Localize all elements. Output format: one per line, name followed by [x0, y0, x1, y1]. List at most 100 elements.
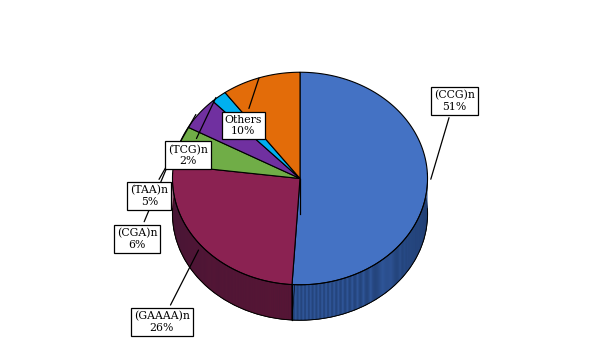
Polygon shape	[314, 284, 315, 320]
Polygon shape	[278, 283, 279, 319]
Polygon shape	[363, 270, 364, 306]
Polygon shape	[260, 280, 261, 315]
Polygon shape	[323, 283, 325, 318]
Polygon shape	[283, 284, 284, 319]
Polygon shape	[279, 283, 280, 319]
Polygon shape	[319, 283, 320, 319]
Polygon shape	[267, 281, 268, 317]
Polygon shape	[242, 273, 243, 309]
Polygon shape	[236, 271, 237, 306]
Polygon shape	[288, 284, 289, 320]
Text: (GAAAA)n
26%: (GAAAA)n 26%	[134, 250, 199, 333]
Polygon shape	[259, 279, 260, 315]
Polygon shape	[239, 272, 240, 308]
Polygon shape	[248, 276, 249, 311]
Polygon shape	[298, 285, 299, 320]
Polygon shape	[256, 278, 257, 314]
Polygon shape	[304, 285, 305, 320]
Polygon shape	[308, 285, 310, 320]
Polygon shape	[343, 278, 344, 314]
Polygon shape	[251, 277, 252, 312]
Polygon shape	[382, 259, 383, 295]
Polygon shape	[407, 235, 408, 272]
Polygon shape	[350, 276, 352, 311]
Polygon shape	[252, 277, 253, 313]
Polygon shape	[388, 255, 389, 291]
Polygon shape	[317, 284, 318, 319]
Polygon shape	[392, 251, 393, 287]
Polygon shape	[337, 280, 338, 316]
Polygon shape	[377, 263, 378, 299]
Polygon shape	[385, 257, 386, 293]
Polygon shape	[271, 282, 272, 318]
Polygon shape	[246, 275, 247, 310]
Text: (TCG)n
2%: (TCG)n 2%	[169, 97, 216, 166]
Polygon shape	[368, 268, 369, 304]
Polygon shape	[247, 275, 248, 311]
Polygon shape	[393, 251, 394, 287]
Polygon shape	[364, 270, 365, 306]
Polygon shape	[264, 281, 265, 316]
Polygon shape	[305, 285, 307, 320]
Polygon shape	[355, 274, 356, 310]
Polygon shape	[240, 272, 241, 308]
Polygon shape	[361, 271, 362, 307]
Polygon shape	[399, 245, 400, 281]
Polygon shape	[339, 279, 340, 315]
Polygon shape	[268, 281, 269, 317]
Polygon shape	[335, 280, 337, 316]
Polygon shape	[386, 256, 387, 292]
Polygon shape	[400, 243, 401, 280]
Polygon shape	[282, 284, 283, 319]
Polygon shape	[292, 285, 293, 320]
Polygon shape	[253, 277, 254, 313]
Polygon shape	[412, 228, 413, 265]
Polygon shape	[357, 273, 358, 309]
Text: (CCG)n
51%: (CCG)n 51%	[431, 90, 475, 179]
Polygon shape	[378, 262, 379, 298]
Polygon shape	[269, 282, 270, 317]
Polygon shape	[292, 178, 300, 320]
Polygon shape	[315, 284, 317, 320]
Polygon shape	[257, 278, 258, 314]
Polygon shape	[270, 282, 271, 317]
Polygon shape	[265, 281, 266, 316]
Polygon shape	[237, 271, 238, 307]
Polygon shape	[258, 279, 259, 315]
Polygon shape	[383, 258, 384, 295]
Polygon shape	[276, 283, 277, 318]
Polygon shape	[391, 252, 392, 288]
Polygon shape	[384, 258, 385, 294]
Polygon shape	[348, 276, 349, 312]
Polygon shape	[379, 261, 380, 297]
Polygon shape	[404, 239, 405, 275]
Polygon shape	[380, 261, 381, 297]
Polygon shape	[347, 277, 348, 313]
Text: Others
10%: Others 10%	[224, 78, 262, 136]
Polygon shape	[340, 279, 342, 315]
Polygon shape	[414, 225, 415, 262]
Polygon shape	[387, 255, 388, 292]
Polygon shape	[172, 165, 300, 285]
Polygon shape	[303, 285, 304, 320]
Polygon shape	[390, 253, 391, 289]
Polygon shape	[245, 275, 246, 310]
Polygon shape	[243, 274, 244, 309]
Polygon shape	[275, 283, 276, 318]
Polygon shape	[398, 245, 399, 282]
Polygon shape	[334, 281, 335, 316]
Polygon shape	[374, 264, 376, 300]
Polygon shape	[356, 273, 357, 310]
Polygon shape	[395, 248, 397, 284]
Polygon shape	[300, 285, 302, 320]
Polygon shape	[313, 284, 314, 320]
Polygon shape	[401, 242, 403, 278]
Polygon shape	[365, 269, 367, 305]
Polygon shape	[235, 270, 236, 306]
Polygon shape	[330, 282, 331, 317]
Polygon shape	[381, 260, 382, 296]
Polygon shape	[322, 283, 323, 318]
Polygon shape	[320, 283, 322, 319]
Polygon shape	[263, 280, 264, 316]
Polygon shape	[373, 265, 374, 301]
